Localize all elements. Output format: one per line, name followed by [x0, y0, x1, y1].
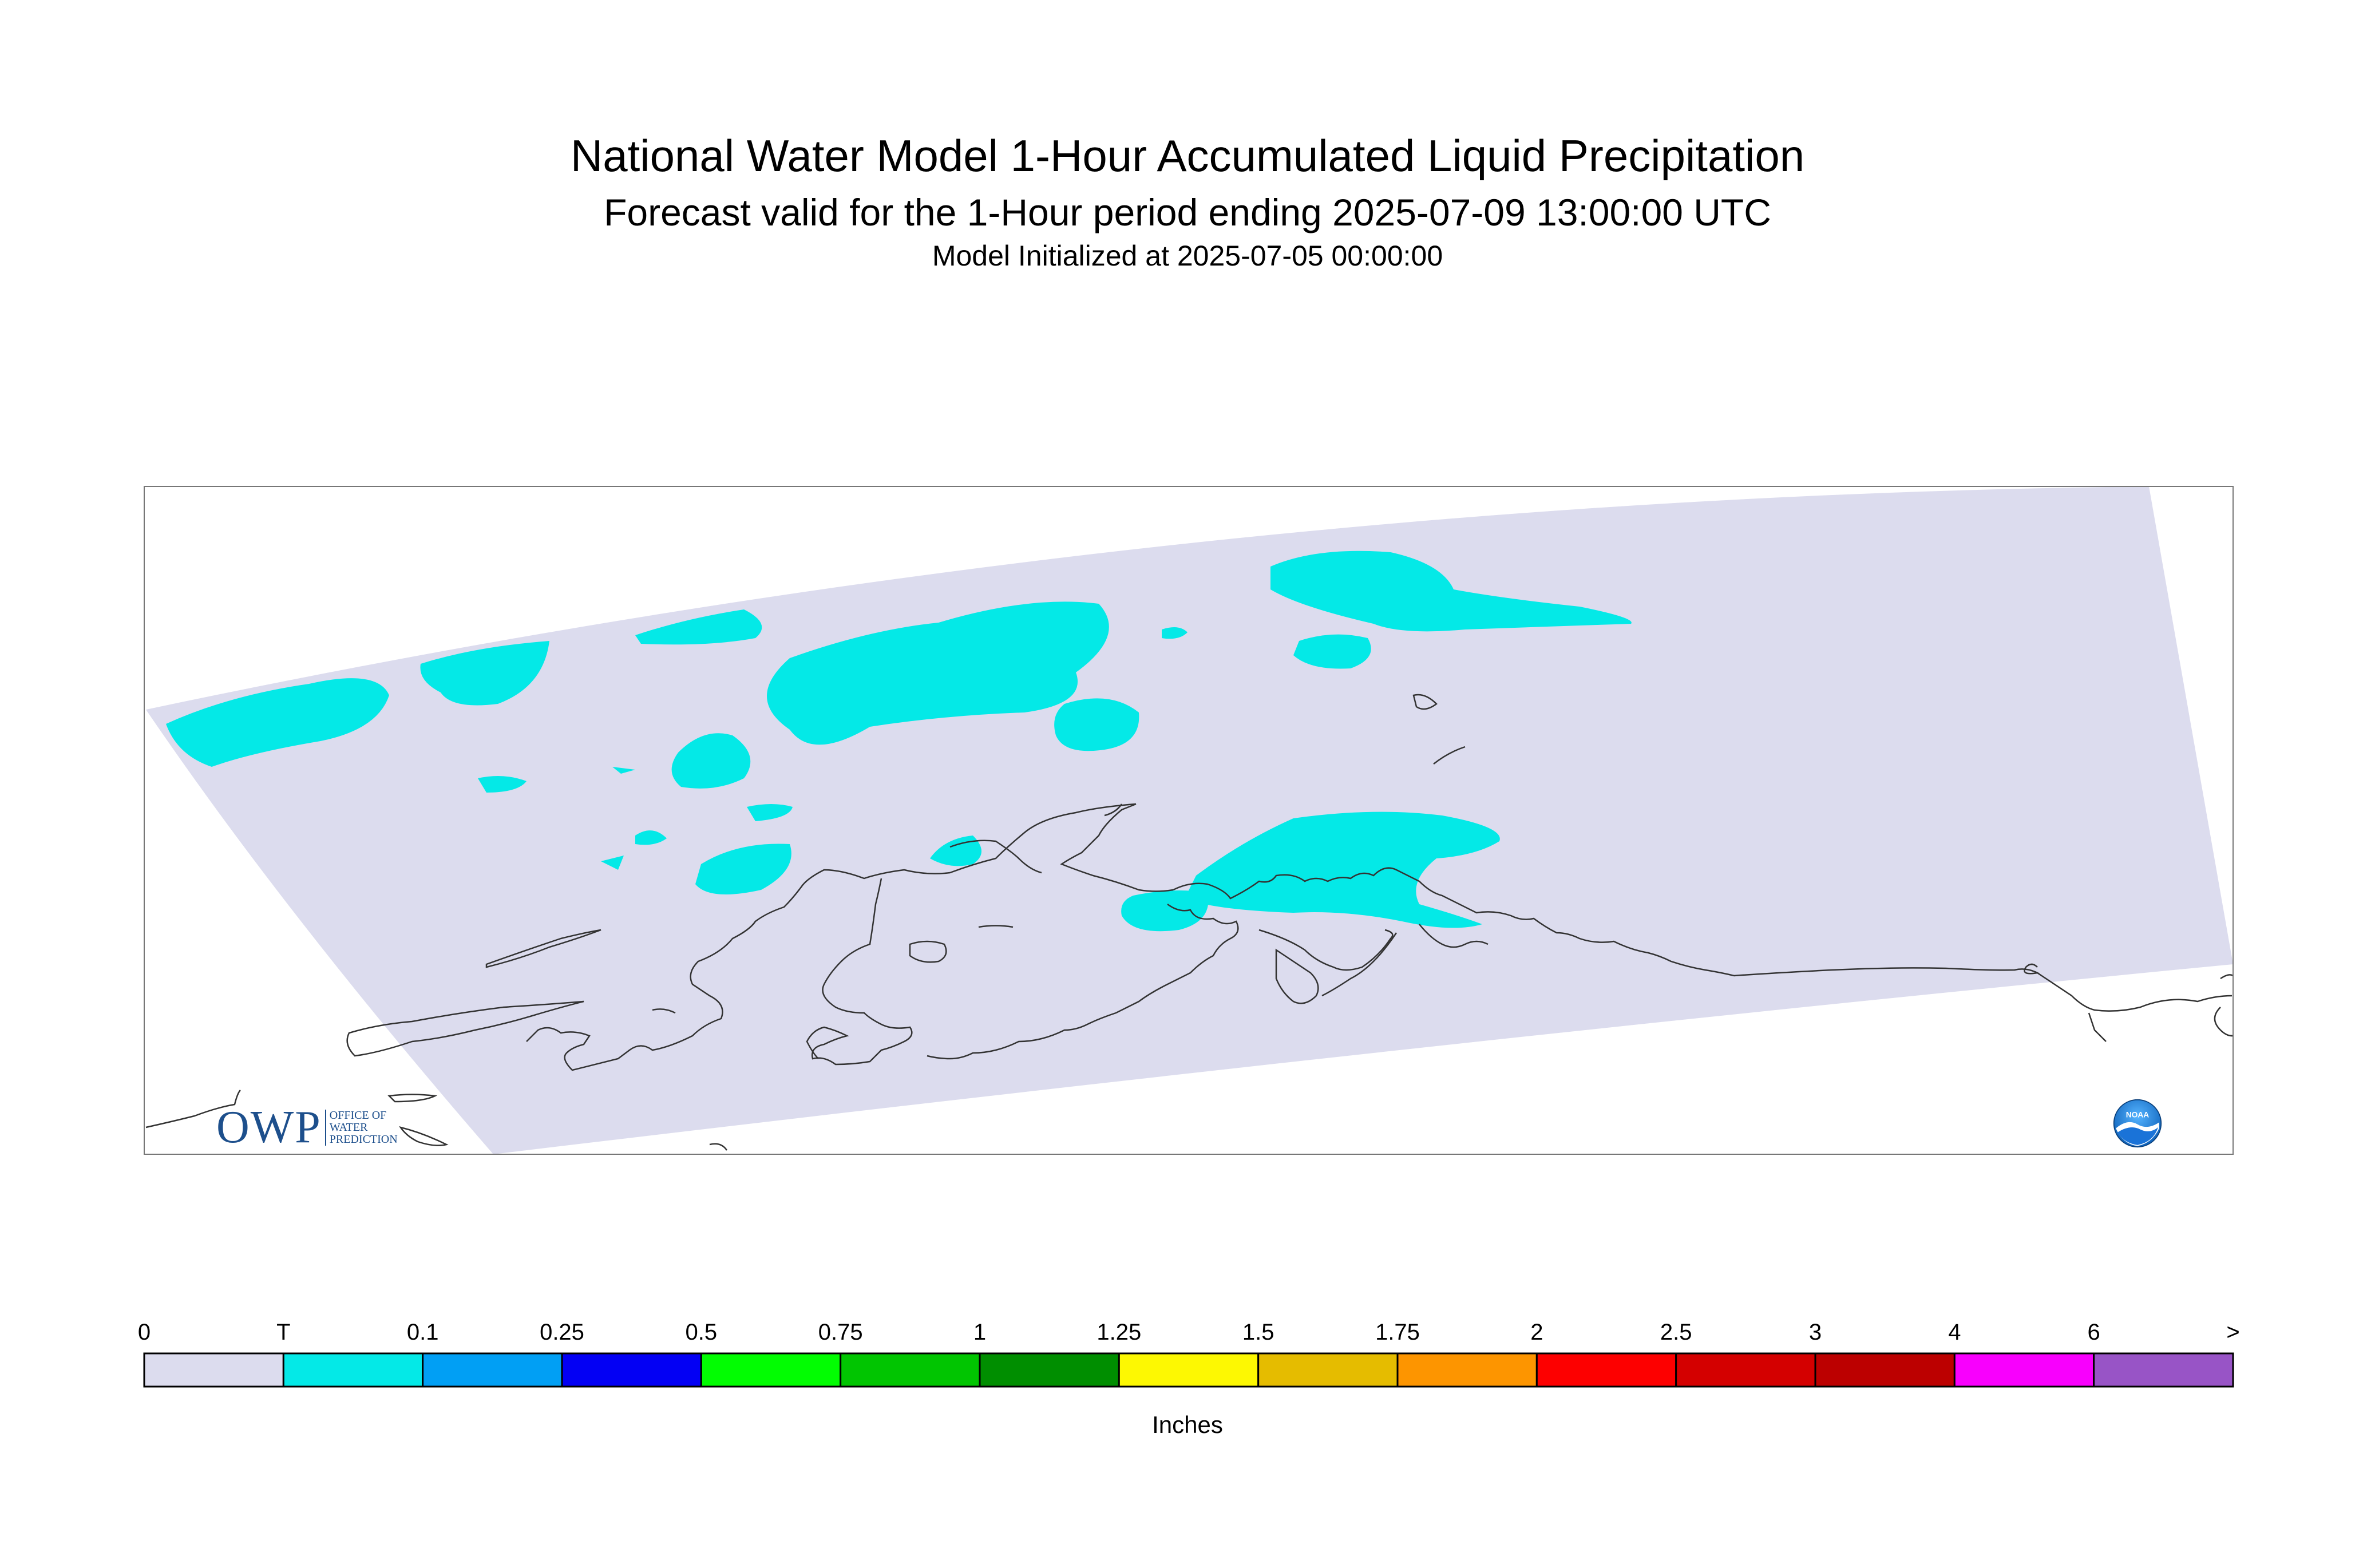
legend-swatch	[2093, 1352, 2234, 1388]
legend-label: 6	[2087, 1320, 2100, 1345]
model-init-time: Model Initialized at 2025-07-05 00:00:00	[932, 240, 1443, 272]
legend-label: 0.75	[818, 1320, 863, 1345]
owp-logo: OWP OFFICE OF WATER PREDICTION	[216, 1104, 398, 1150]
legend-label: 2.5	[1660, 1320, 1692, 1345]
noaa-logo-icon: NOAA	[2113, 1099, 2162, 1148]
coastline	[1258, 929, 1394, 971]
coastline	[526, 803, 1137, 1071]
owp-logo-line: WATER	[329, 1120, 368, 1134]
legend-label: 1.5	[1242, 1320, 1274, 1345]
precip-area	[1162, 627, 1188, 639]
coastline	[1433, 746, 1466, 765]
coastlines	[145, 694, 2233, 1151]
coastline	[2214, 1007, 2233, 1037]
legend-swatch	[1675, 1352, 1816, 1388]
legend-label: 0.25	[540, 1320, 584, 1345]
legend-label: 0.5	[685, 1320, 718, 1345]
legend-label: 1.75	[1375, 1320, 1420, 1345]
precip-area	[612, 767, 635, 774]
legend-swatch	[700, 1352, 842, 1388]
coastline	[1060, 803, 1174, 892]
coastline	[1412, 694, 1438, 710]
precip-area	[1270, 551, 1632, 632]
owp-logo-mark: OWP	[216, 1102, 322, 1153]
legend-swatch	[1535, 1352, 1677, 1388]
legend-swatch	[1257, 1352, 1399, 1388]
legend-label: >	[2226, 1320, 2240, 1345]
precip-area	[695, 844, 791, 894]
coastline	[709, 1143, 728, 1151]
coastline	[927, 903, 1239, 1060]
legend-label: 3	[1808, 1320, 1822, 1345]
owp-logo-line: OFFICE OF	[329, 1108, 387, 1122]
coastline	[1733, 963, 2040, 977]
map-frame	[144, 486, 2234, 1155]
precip-area	[1121, 890, 1209, 932]
legend-label: 1	[973, 1320, 987, 1345]
legend-label: 1.25	[1097, 1320, 1142, 1345]
legend-swatch	[282, 1352, 424, 1388]
legend-label: 4	[1948, 1320, 1961, 1345]
coastline	[2037, 972, 2232, 1012]
map-subtitle: Forecast valid for the 1-Hour period end…	[604, 191, 1771, 233]
precip-area	[671, 733, 751, 789]
precip-area	[930, 836, 981, 866]
coastline	[1419, 924, 1489, 948]
coastline	[806, 878, 913, 1066]
coastline	[1275, 948, 1319, 1004]
legend-swatch	[1953, 1352, 2095, 1388]
svg-text:NOAA: NOAA	[2126, 1111, 2150, 1119]
legend-swatch	[840, 1352, 981, 1388]
coastline	[949, 840, 1042, 874]
precip-area	[166, 678, 389, 767]
legend-swatch	[1396, 1352, 1538, 1388]
coastline	[652, 1008, 676, 1014]
legend-swatch	[143, 1352, 284, 1388]
coastline	[399, 1126, 449, 1146]
precip-area	[747, 804, 793, 821]
legend-label: T	[276, 1320, 291, 1345]
model-domain-area	[146, 486, 2233, 1154]
legend-units: Inches	[1152, 1411, 1223, 1438]
coastline	[1173, 867, 1735, 977]
precip-area	[635, 609, 762, 645]
coastline	[485, 929, 601, 968]
coastline	[1104, 803, 1123, 817]
map-title: National Water Model 1-Hour Accumulated …	[570, 130, 1805, 181]
legend-label: 0	[137, 1320, 151, 1345]
coastline	[387, 1094, 438, 1103]
legend-swatch	[422, 1352, 563, 1388]
legend-swatch	[1118, 1352, 1260, 1388]
coastline	[909, 940, 947, 963]
precip-area	[420, 641, 549, 706]
coastline	[145, 1090, 241, 1129]
precip-area	[767, 601, 1109, 745]
legend-swatch	[561, 1352, 702, 1388]
legend-label: 0.1	[406, 1320, 439, 1345]
precip-area	[601, 856, 624, 870]
coastline	[2088, 1012, 2107, 1042]
owp-logo-text: OFFICE OF WATER PREDICTION	[324, 1108, 398, 1146]
precip-area	[478, 776, 527, 793]
coastline	[2220, 974, 2233, 980]
precip-area	[1185, 811, 1500, 928]
color-legend-bar	[143, 1352, 2234, 1388]
coastline	[1321, 932, 1398, 997]
owp-logo-line: PREDICTION	[329, 1133, 398, 1146]
legend-label: 2	[1530, 1320, 1543, 1345]
precip-area	[1054, 698, 1139, 751]
precip-area	[1293, 634, 1371, 669]
legend-swatch	[979, 1352, 1120, 1388]
precipitation-areas	[166, 551, 1632, 932]
legend-swatch	[1814, 1352, 1956, 1388]
coastline	[978, 925, 1014, 928]
precip-area	[635, 830, 667, 845]
coastline	[346, 1000, 584, 1057]
